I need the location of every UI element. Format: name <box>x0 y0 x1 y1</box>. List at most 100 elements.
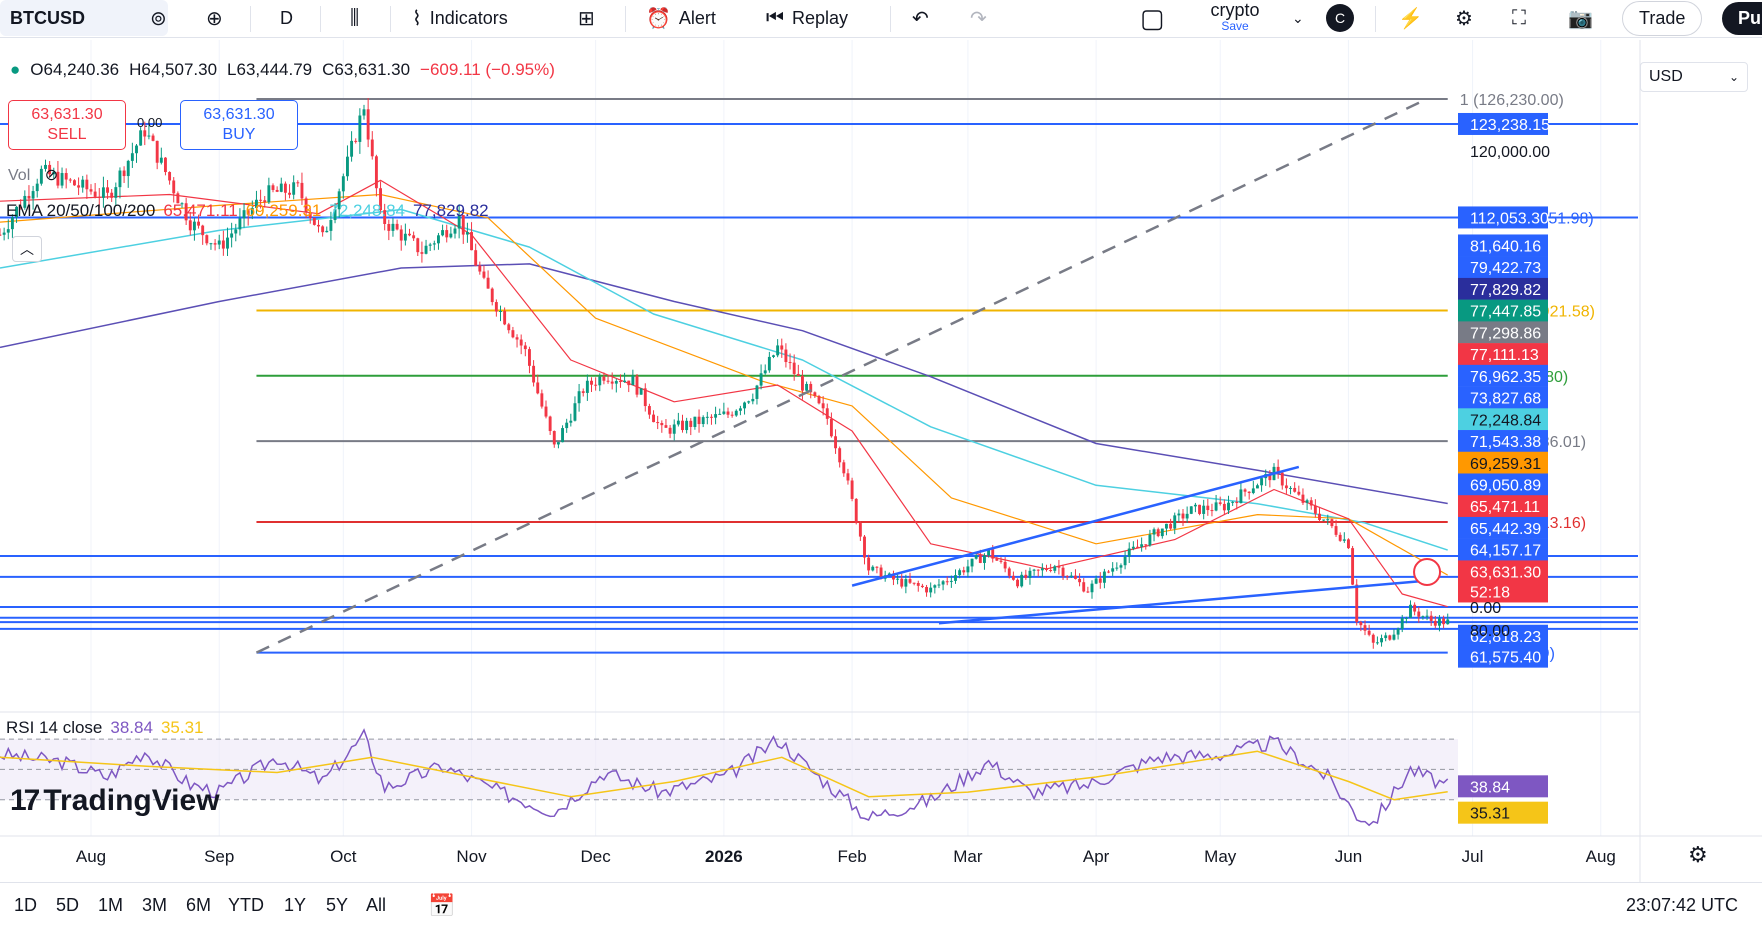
utc-clock[interactable]: 23:07:42 UTC <box>1625 895 1738 915</box>
interval-button[interactable]: D <box>280 7 293 28</box>
price-scale[interactable]: 123,238.15 120,000.00 112,053.30 81,640.16 7… <box>1458 112 1550 668</box>
candle-body <box>1061 567 1065 577</box>
user-avatar[interactable]: C <box>1326 0 1354 36</box>
range-3m[interactable]: 3M <box>142 895 168 915</box>
settings-gear-icon[interactable]: ⚙ <box>1455 7 1473 30</box>
price-label: 77,447.85 <box>1470 304 1541 321</box>
layout-save[interactable]: crypto Save <box>1210 0 1260 33</box>
candle-body <box>991 549 995 559</box>
replay-button[interactable]: ⏮ Replay <box>766 6 849 29</box>
range-all[interactable]: All <box>366 895 387 915</box>
buy-button[interactable]: 63,631.30 BUY <box>180 100 298 150</box>
undo-icon[interactable]: ↶ <box>912 7 929 30</box>
publish-button[interactable]: Pu <box>1722 0 1762 36</box>
price-label-bg <box>1458 560 1548 583</box>
alert-button[interactable]: ⏰ Alert <box>646 7 716 30</box>
price-label: 63,631.30 <box>1470 564 1541 581</box>
drawings[interactable] <box>255 97 1442 654</box>
candle-body <box>1123 556 1127 566</box>
trade-button[interactable]: Trade <box>1622 0 1703 36</box>
candle-body <box>647 406 651 415</box>
symbol-search[interactable]: BTCUSD <box>0 0 168 36</box>
candle-body <box>726 411 730 415</box>
candle-body <box>31 191 35 199</box>
rsi-ma-value: 35.31 <box>160 718 204 737</box>
candle-body <box>767 356 771 371</box>
volume-legend[interactable]: Vol ⊘ <box>8 167 59 184</box>
range-1y[interactable]: 1Y <box>284 895 307 915</box>
candle-body <box>846 473 850 481</box>
candle-body <box>23 195 27 208</box>
range-6m[interactable]: 6M <box>186 895 212 915</box>
fullscreen-icon[interactable]: ⛶ <box>1512 6 1526 29</box>
price-label-bg <box>1458 408 1548 431</box>
layouts-icon[interactable]: ⊞ <box>578 7 595 30</box>
price-label: 112,053.30 <box>1470 210 1549 227</box>
candle-body <box>1231 501 1235 503</box>
price-label: 77,111.13 <box>1470 347 1539 364</box>
candle-body <box>1028 570 1032 578</box>
candle-body <box>681 420 684 431</box>
candle-body <box>1297 491 1301 495</box>
price-label: 71,543.38 <box>1470 434 1541 451</box>
candle-body <box>995 558 999 561</box>
tradingview-logo[interactable]: 17 TradingView <box>10 784 220 817</box>
candle-body <box>1425 615 1429 617</box>
candle-body <box>805 383 809 391</box>
range-5d[interactable]: 5D <box>56 895 80 915</box>
candle-body <box>395 223 399 230</box>
range-1d[interactable]: 1D <box>14 895 38 915</box>
layout-menu-chevron-icon[interactable]: ⌄ <box>1292 9 1304 26</box>
candle-body <box>387 223 391 231</box>
candle-body <box>437 235 440 244</box>
camera-icon[interactable]: 📷 <box>1568 7 1593 30</box>
scale-settings-gear-icon[interactable]: ⚙ <box>1688 842 1708 867</box>
candle-style-icon[interactable]: ⫼ <box>350 6 360 29</box>
ema-legend[interactable]: EMA 20/50/100/200 65,471.11 69,259.31 72… <box>6 201 489 221</box>
candle-body <box>474 250 478 266</box>
collapse-legend-chevron-up-icon[interactable]: ︿ <box>12 236 42 262</box>
candle-body <box>1098 578 1102 583</box>
candle-body <box>1334 526 1338 535</box>
candle-body <box>1036 569 1040 571</box>
compare-symbol-icon[interactable]: ⊕ <box>206 7 223 30</box>
rsi-legend[interactable]: RSI 14 close 38.84 35.31 <box>6 718 203 738</box>
candle-body <box>743 402 746 409</box>
candle-body <box>710 416 713 418</box>
price-chart[interactable]: 1 (126,230.00)0.786 (112,051.98)0.618 (1… <box>0 38 1762 882</box>
candle-body <box>457 215 461 229</box>
range-ytd[interactable]: YTD <box>228 895 264 915</box>
candle-body <box>1413 604 1417 612</box>
rsi-value-label: 38.84 <box>1470 779 1510 796</box>
candle-body <box>325 230 329 233</box>
candle-body <box>93 191 97 197</box>
sell-button[interactable]: 63,631.30 SELL <box>8 100 126 150</box>
fib-level-label: 1 (126,230.00) <box>1460 92 1564 109</box>
candle-body <box>271 185 275 190</box>
candle-body <box>1065 576 1069 578</box>
candle-body <box>1289 487 1292 489</box>
candle-body <box>875 566 879 568</box>
quick-search-icon[interactable]: ⚡ <box>1398 7 1423 30</box>
candle-body <box>763 370 767 374</box>
redo-icon[interactable]: ↷ <box>970 7 987 30</box>
eye-hidden-icon[interactable]: ⊘ <box>44 167 59 184</box>
indicators-button[interactable]: ⌇ Indicators <box>412 7 508 30</box>
us-flag-event-icon <box>1413 558 1442 586</box>
candle-body <box>408 233 411 236</box>
candle-body <box>374 156 378 189</box>
price-label: 65,442.39 <box>1470 521 1541 538</box>
calendar-icon[interactable]: 📅 <box>428 893 456 918</box>
currency-select[interactable]: USD ⌄ <box>1640 62 1748 92</box>
range-5y[interactable]: 5Y <box>326 895 349 915</box>
candle-body <box>552 431 556 445</box>
candle-body <box>825 408 829 419</box>
watchlist-icon[interactable]: ⊚ <box>150 7 167 30</box>
candle-body <box>780 345 784 350</box>
candle-body <box>1078 578 1082 583</box>
candle-body <box>1351 548 1355 585</box>
range-1m[interactable]: 1M <box>98 895 124 915</box>
candle-body <box>519 339 523 346</box>
time-scale[interactable]: Aug Sep Oct Nov Dec 2026 Feb Mar Apr May Jun Jul Aug <box>76 847 1616 866</box>
fullscreen-box-icon[interactable]: ▢ <box>1140 2 1165 33</box>
